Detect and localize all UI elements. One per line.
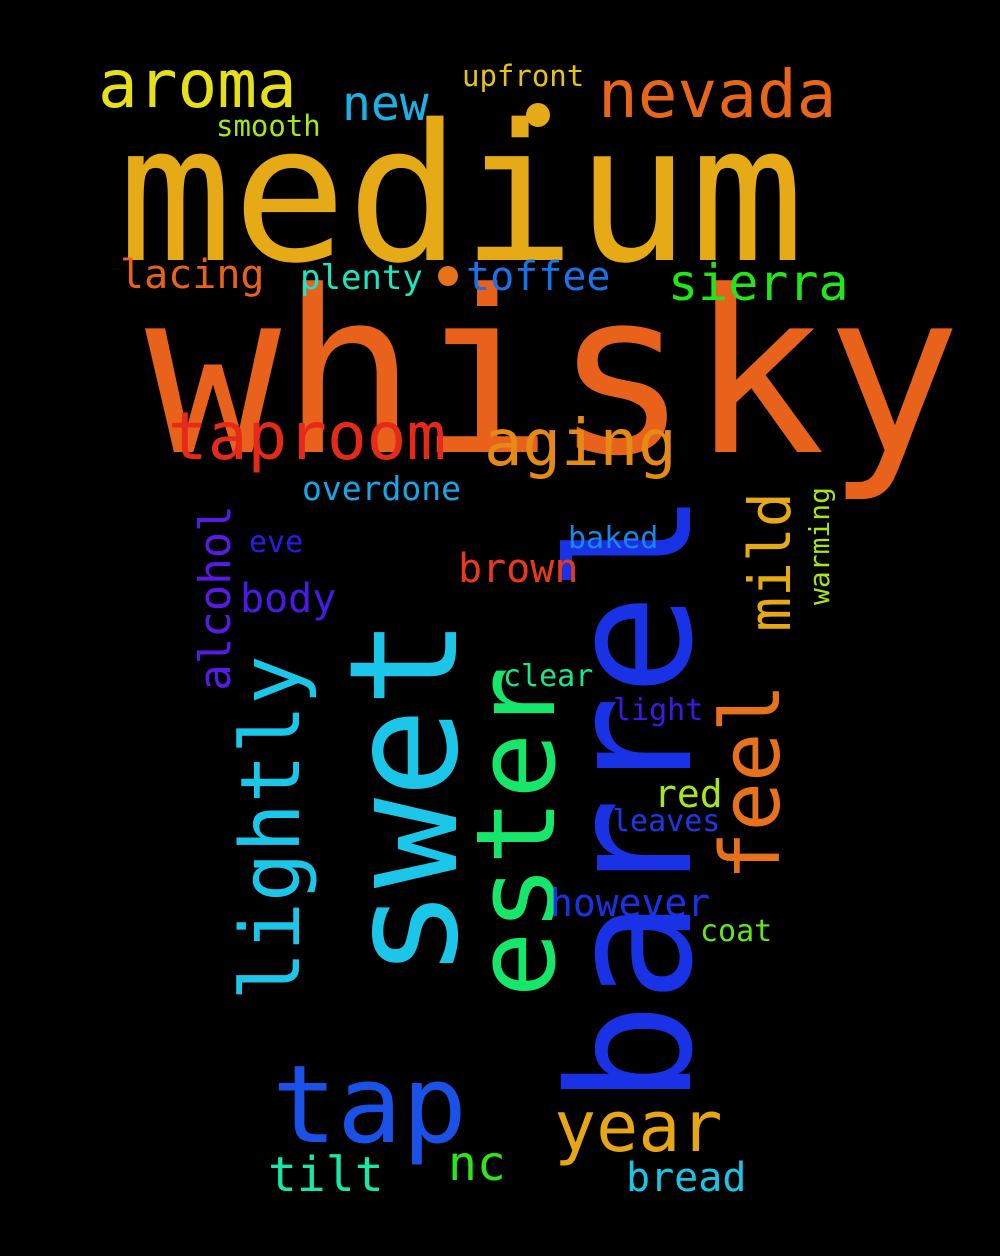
word-nc: nc xyxy=(448,1136,506,1192)
word-leaves: leaves xyxy=(612,804,721,839)
word-brown: brown xyxy=(458,546,579,592)
word-upfront: upfront xyxy=(462,59,585,93)
word-feel: feel xyxy=(704,683,799,881)
word-eve: eve xyxy=(249,525,304,560)
word-alcohol: alcohol xyxy=(190,505,241,691)
word-year: year xyxy=(554,1086,723,1168)
word-light: light xyxy=(613,693,704,728)
word-nevada: nevada xyxy=(598,56,837,133)
word-lightly: lightly xyxy=(224,655,319,1001)
word-plenty: plenty xyxy=(300,258,423,298)
word-mild: mild xyxy=(736,492,804,632)
word-warming: warming xyxy=(803,486,836,606)
word-whisky: whisky xyxy=(145,243,962,506)
word-red: red xyxy=(654,772,723,816)
word-tilt: tilt xyxy=(268,1147,384,1203)
dot-medium xyxy=(526,103,550,127)
word-baked: baked xyxy=(568,521,659,556)
word-aging: aging xyxy=(484,407,677,481)
word-body: body xyxy=(240,576,337,622)
word-toffee: toffee xyxy=(466,254,611,300)
word-ester: ester xyxy=(452,666,580,998)
word-lacing: lacing xyxy=(120,252,265,298)
word-smooth: smooth xyxy=(216,109,321,143)
word-tap: tap xyxy=(272,1043,468,1168)
word-sierra: sierra xyxy=(668,254,849,312)
word-coat: coat xyxy=(700,914,773,949)
word-new: new xyxy=(342,76,429,132)
word-bread: bread xyxy=(626,1155,747,1201)
word-taproom: taproom xyxy=(168,398,447,475)
dot-plenty xyxy=(438,266,458,286)
word-clear: clear xyxy=(503,659,594,694)
word-overdone: overdone xyxy=(302,469,461,508)
word-however: however xyxy=(550,881,711,925)
word-aroma: aroma xyxy=(98,46,297,123)
word-medium: medium xyxy=(118,84,805,305)
